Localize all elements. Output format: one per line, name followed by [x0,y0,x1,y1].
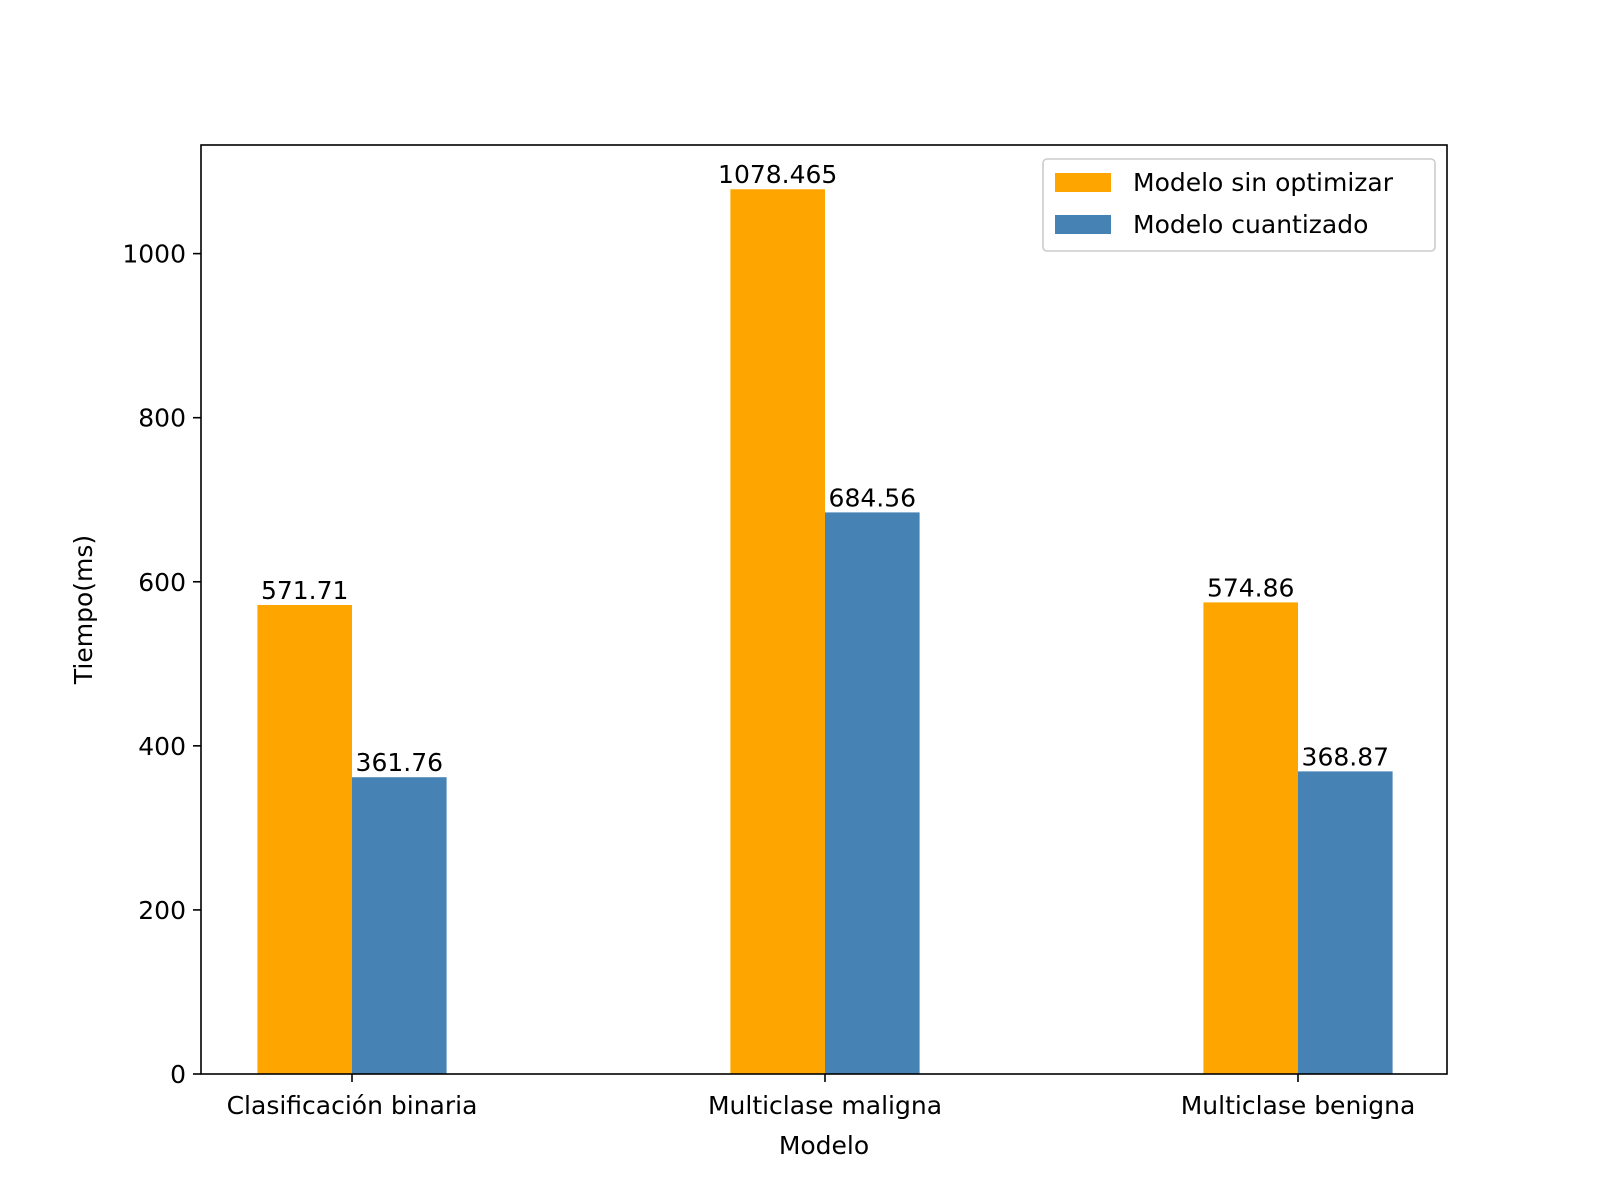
y-axis-ticks: 0 200 400 600 800 1000 [122,240,201,1089]
y-tick-label: 200 [138,896,186,925]
x-axis-ticks: Clasificación binaria Multiclase maligna M… [227,1074,1416,1120]
x-tick-label: Multiclase benigna [1181,1091,1416,1120]
data-label: 1078.465 [718,160,837,189]
y-tick-label: 600 [138,568,186,597]
legend: Modelo sin optimizar Modelo cuantizado [1042,158,1436,252]
data-label: 684.56 [829,483,916,512]
legend-label: Modelo cuantizado [1133,210,1368,239]
y-axis-label: Tiempo(ms) [69,535,98,685]
y-tick-label: 1000 [122,240,186,269]
bar-unoptimized-1 [730,189,825,1075]
x-tick-label: Clasificación binaria [227,1091,478,1120]
data-label: 361.76 [356,748,443,777]
plot-frame [200,144,1448,1075]
legend-box [1042,158,1436,252]
data-labels-group: 571.71 1078.465 574.86 361.76 684.56 368.87 [261,160,1389,777]
bar-quantized-2 [1298,771,1393,1074]
bar-unoptimized-2 [1203,602,1298,1074]
data-label: 571.71 [261,576,348,605]
bar-quantized-1 [825,512,920,1074]
y-tick-label: 800 [138,404,186,433]
bar-unoptimized-0 [257,604,352,1074]
y-tick-label: 0 [170,1060,186,1089]
bars-group [257,189,1393,1075]
legend-swatch [1055,173,1111,192]
x-tick-label: Multiclase maligna [708,1091,942,1120]
y-tick-label: 400 [138,732,186,761]
legend-label: Modelo sin optimizar [1133,168,1394,197]
data-label: 574.86 [1207,573,1294,602]
x-axis-label: Modelo [779,1131,869,1160]
legend-swatch [1055,215,1111,234]
data-label: 368.87 [1302,742,1389,771]
bar-quantized-0 [352,777,447,1074]
